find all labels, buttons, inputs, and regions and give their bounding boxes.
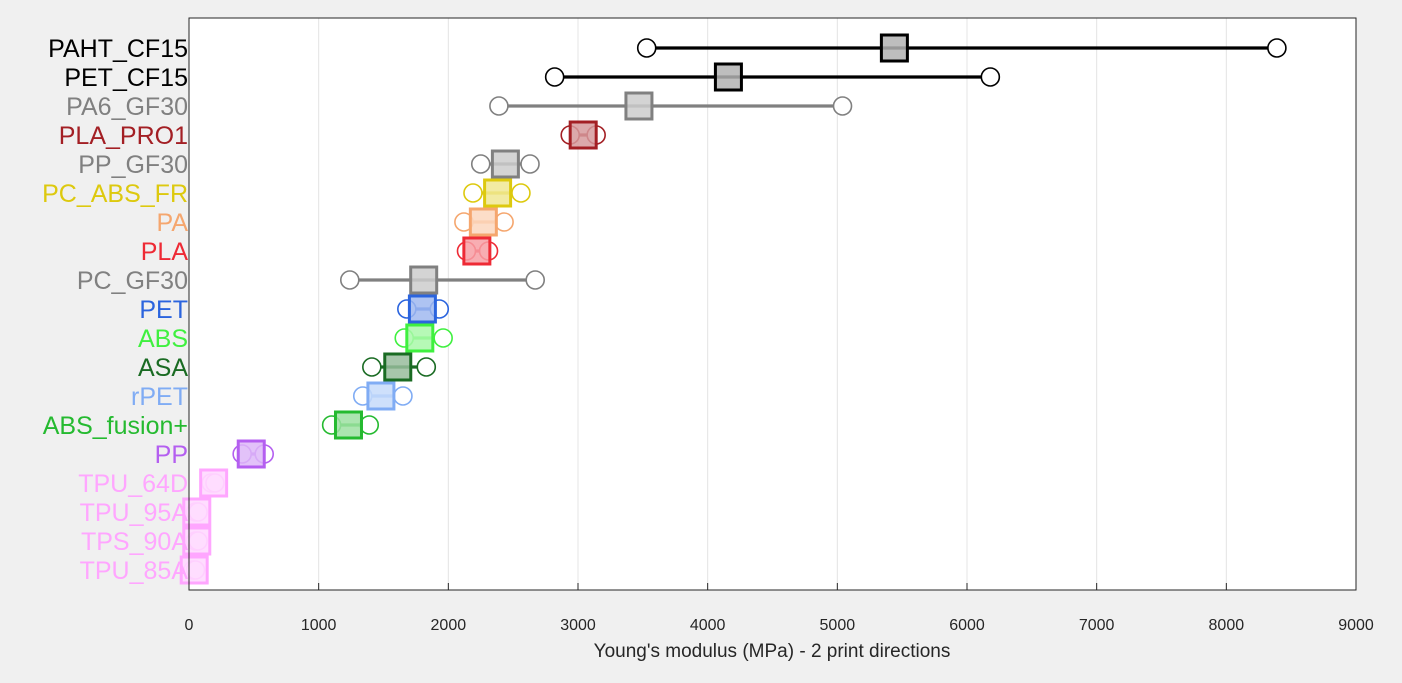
plot-area — [189, 18, 1356, 590]
x-tick-label: 6000 — [949, 617, 985, 634]
x-tick-label: 4000 — [690, 617, 726, 634]
category-label: PLA_PRO1 — [59, 122, 188, 150]
mean-marker — [568, 120, 598, 150]
direction-a-point — [489, 96, 509, 116]
mean-marker — [199, 468, 229, 498]
x-tick-label: 8000 — [1209, 617, 1245, 634]
mean-marker — [366, 381, 396, 411]
direction-a-point — [463, 183, 483, 203]
category-labels: PAHT_CF15PET_CF15PA6_GF30PLA_PRO1PP_GF30… — [42, 35, 188, 585]
category-label: ABS — [138, 325, 188, 353]
category-label: TPU_85A — [80, 557, 189, 585]
category-label: PA — [157, 209, 189, 237]
direction-b-point — [511, 183, 531, 203]
direction-b-point — [393, 386, 413, 406]
direction-b-point — [433, 328, 453, 348]
direction-a-point — [636, 38, 657, 58]
category-label: PLA — [141, 238, 189, 266]
data-marks — [179, 33, 1287, 585]
mean-marker — [490, 149, 520, 179]
category-label: rPET — [131, 383, 188, 411]
x-tick-label: 3000 — [560, 617, 596, 634]
direction-b-point — [832, 96, 853, 116]
mean-marker — [182, 497, 212, 527]
direction-a-point — [470, 154, 491, 174]
direction-a-point — [544, 67, 565, 87]
mean-marker — [879, 33, 909, 63]
direction-a-point — [362, 357, 382, 377]
category-label: ABS_fusion+ — [43, 412, 188, 440]
category-label: TPS_90A — [81, 528, 188, 556]
mean-marker — [713, 62, 743, 92]
category-label: PP — [155, 441, 188, 469]
direction-b-point — [520, 154, 540, 174]
category-label: PET — [139, 296, 188, 324]
category-label: PC_GF30 — [77, 267, 188, 295]
x-axis-label: Young's modulus (MPa) - 2 print directio… — [594, 641, 951, 662]
plot-frame — [188, 17, 1357, 591]
x-tick-label: 5000 — [820, 617, 856, 634]
category-label: PAHT_CF15 — [48, 35, 188, 63]
x-tick-label: 7000 — [1079, 617, 1115, 634]
direction-a-point — [339, 270, 360, 290]
category-label: PET_CF15 — [64, 64, 188, 92]
mean-marker — [407, 294, 437, 324]
mean-marker — [179, 555, 209, 585]
mean-marker — [409, 265, 439, 295]
x-tick-label: 9000 — [1338, 617, 1374, 634]
mean-marker — [483, 178, 513, 208]
x-tick-label: 2000 — [431, 617, 467, 634]
mean-marker — [462, 236, 492, 266]
direction-b-point — [416, 357, 437, 377]
category-label: PA6_GF30 — [66, 93, 188, 121]
x-tick-label: 1000 — [301, 617, 337, 634]
x-tick-label: 0 — [185, 617, 194, 634]
mean-marker — [236, 439, 266, 469]
category-label: TPU_95A — [80, 499, 189, 527]
mean-marker — [383, 352, 413, 382]
mean-marker — [333, 410, 363, 440]
category-label: PP_GF30 — [78, 151, 188, 179]
mean-marker — [468, 207, 498, 237]
x-axis: 0 1000 2000 3000 4000 5000 6000 7000 8000 9000 — [185, 583, 1374, 634]
category-label: PC_ABS_FR — [42, 180, 188, 208]
direction-b-point — [525, 270, 546, 290]
direction-b-point — [980, 67, 1001, 87]
mean-marker — [405, 323, 435, 353]
mean-marker — [182, 526, 212, 556]
category-label: TPU_64D — [78, 470, 188, 498]
mean-marker — [624, 91, 654, 121]
direction-b-point — [1267, 38, 1287, 58]
category-label: ASA — [138, 354, 188, 382]
